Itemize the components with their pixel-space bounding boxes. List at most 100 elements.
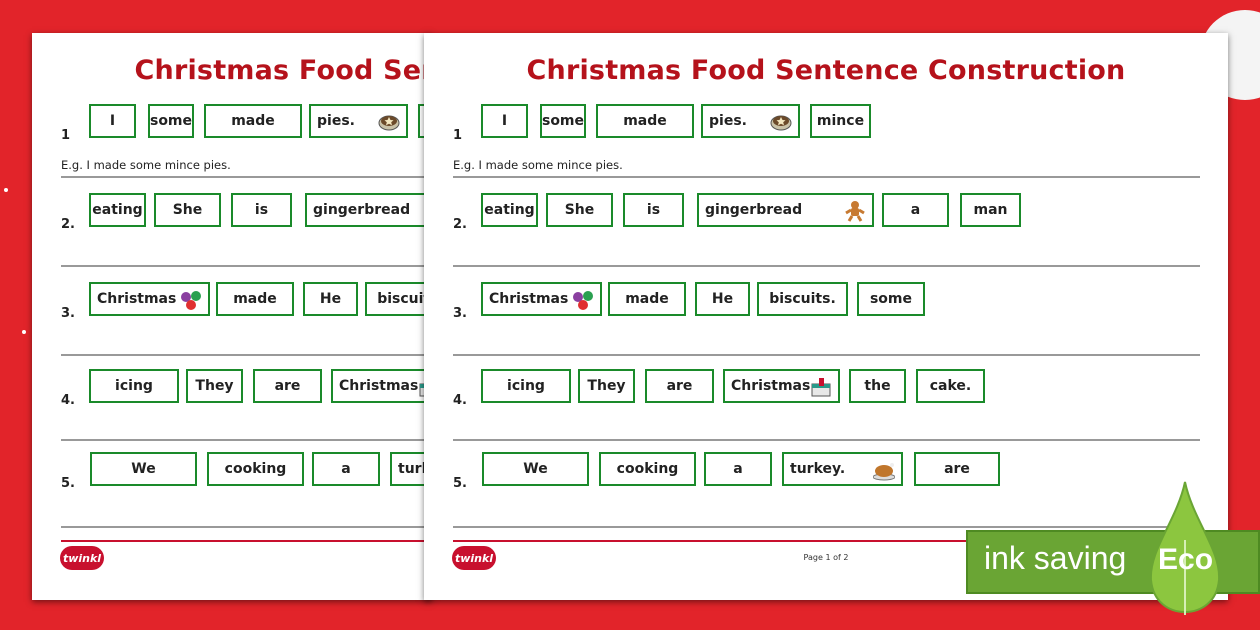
word-card[interactable]: They: [186, 369, 243, 403]
word-card-text: Christmas: [97, 291, 177, 307]
word-card[interactable]: are: [645, 369, 714, 403]
worksheet-page-2-preview: Christmas Food Sentence Construction 1 Iso…: [32, 33, 432, 600]
word-card-text: We: [523, 461, 548, 477]
word-card[interactable]: mince: [810, 104, 871, 138]
word-card-text: some: [869, 291, 913, 307]
word-card[interactable]: pies.: [309, 104, 408, 138]
worksheet-title: Christmas Food Sentence Construction: [526, 55, 1126, 86]
word-card[interactable]: Christmas: [481, 282, 602, 316]
word-card[interactable]: some: [148, 104, 194, 138]
word-card[interactable]: cake.: [916, 369, 985, 403]
word-card[interactable]: is: [231, 193, 292, 227]
row-number: 1: [61, 128, 71, 143]
word-card[interactable]: They: [578, 369, 635, 403]
word-card-text: a: [341, 461, 351, 477]
footer-divider: [61, 540, 432, 542]
word-card-text: man: [973, 202, 1008, 218]
word-card[interactable]: I: [89, 104, 136, 138]
word-card[interactable]: a: [882, 193, 949, 227]
word-card-text: cooking: [224, 461, 287, 477]
word-card-text: He: [319, 291, 342, 307]
answer-line: [453, 354, 1200, 356]
eco-leaf-drop-icon: [1149, 481, 1221, 615]
baubles-icon: [181, 291, 201, 310]
word-card[interactable]: Christmas: [331, 369, 432, 403]
page-number: Page 1 of 2: [803, 553, 849, 562]
christmas-cake-icon: [811, 378, 831, 397]
row-number: 4.: [61, 393, 75, 408]
word-card-text: pies.: [709, 113, 747, 129]
word-card[interactable]: biscuits.: [365, 282, 432, 316]
answer-line: [453, 439, 1200, 441]
word-card[interactable]: gingerbread: [697, 193, 874, 227]
word-card[interactable]: made: [204, 104, 302, 138]
word-card[interactable]: some: [857, 282, 925, 316]
row-number: 5.: [61, 476, 75, 491]
answer-line: [453, 526, 1200, 528]
word-card[interactable]: some: [540, 104, 586, 138]
word-card[interactable]: biscuits.: [757, 282, 848, 316]
word-card[interactable]: cooking: [207, 452, 304, 486]
twinkl-logo: twinkl: [60, 546, 104, 570]
word-card[interactable]: a: [312, 452, 380, 486]
example-sentence: E.g. I made some mince pies.: [453, 158, 623, 172]
eco-label: Eco: [1158, 543, 1214, 576]
word-card-text: They: [195, 378, 234, 394]
word-card-text: icing: [507, 378, 545, 394]
word-card-text: We: [131, 461, 156, 477]
word-card-text: Christmas: [489, 291, 569, 307]
gingerbread-man-icon: [845, 201, 865, 222]
word-card[interactable]: made: [596, 104, 694, 138]
word-card[interactable]: made: [216, 282, 294, 316]
mince-pie-icon: [770, 115, 792, 131]
word-card-text: cooking: [616, 461, 679, 477]
word-card[interactable]: We: [90, 452, 197, 486]
row-number: 5.: [453, 476, 467, 491]
word-card[interactable]: Christmas: [723, 369, 840, 403]
word-card[interactable]: turkey.: [782, 452, 903, 486]
word-card-text: turkey.: [398, 461, 432, 477]
word-card[interactable]: She: [154, 193, 221, 227]
word-card-text: is: [646, 202, 661, 218]
word-card-text: pies.: [317, 113, 355, 129]
word-card-text: eating: [484, 202, 535, 218]
word-card-text: made: [625, 291, 669, 307]
word-card[interactable]: made: [608, 282, 686, 316]
footer-divider: [453, 540, 1200, 542]
answer-line: [61, 354, 432, 356]
word-card-text: made: [623, 113, 667, 129]
word-card[interactable]: eating: [481, 193, 538, 227]
word-card[interactable]: He: [303, 282, 358, 316]
word-card-text: eating: [92, 202, 143, 218]
word-card[interactable]: He: [695, 282, 750, 316]
word-card[interactable]: are: [914, 452, 1000, 486]
word-card[interactable]: a: [704, 452, 772, 486]
word-card[interactable]: We: [482, 452, 589, 486]
word-card[interactable]: are: [253, 369, 322, 403]
word-card[interactable]: the: [849, 369, 906, 403]
row-number: 3.: [453, 306, 467, 321]
word-card-text: turkey.: [790, 461, 846, 477]
word-card[interactable]: icing: [89, 369, 179, 403]
snow-dot: [22, 330, 26, 334]
word-card[interactable]: eating: [89, 193, 146, 227]
word-card[interactable]: man: [960, 193, 1021, 227]
mince-pie-icon: [378, 115, 400, 131]
word-card[interactable]: is: [623, 193, 684, 227]
row-number: 2.: [61, 217, 75, 232]
word-card-text: some: [541, 113, 585, 129]
word-card[interactable]: Christmas: [89, 282, 210, 316]
example-sentence: E.g. I made some mince pies.: [61, 158, 231, 172]
word-card-text: a: [910, 202, 921, 218]
answer-line: [453, 265, 1200, 267]
word-card[interactable]: gingerbread: [305, 193, 432, 227]
word-card[interactable]: She: [546, 193, 613, 227]
word-card-text: biscuits.: [769, 291, 836, 307]
word-card[interactable]: I: [481, 104, 528, 138]
word-card[interactable]: icing: [481, 369, 571, 403]
word-card-text: gingerbread: [705, 202, 803, 218]
baubles-icon: [573, 291, 593, 310]
word-card[interactable]: cooking: [599, 452, 696, 486]
word-card[interactable]: pies.: [701, 104, 800, 138]
word-card-text: some: [149, 113, 193, 129]
